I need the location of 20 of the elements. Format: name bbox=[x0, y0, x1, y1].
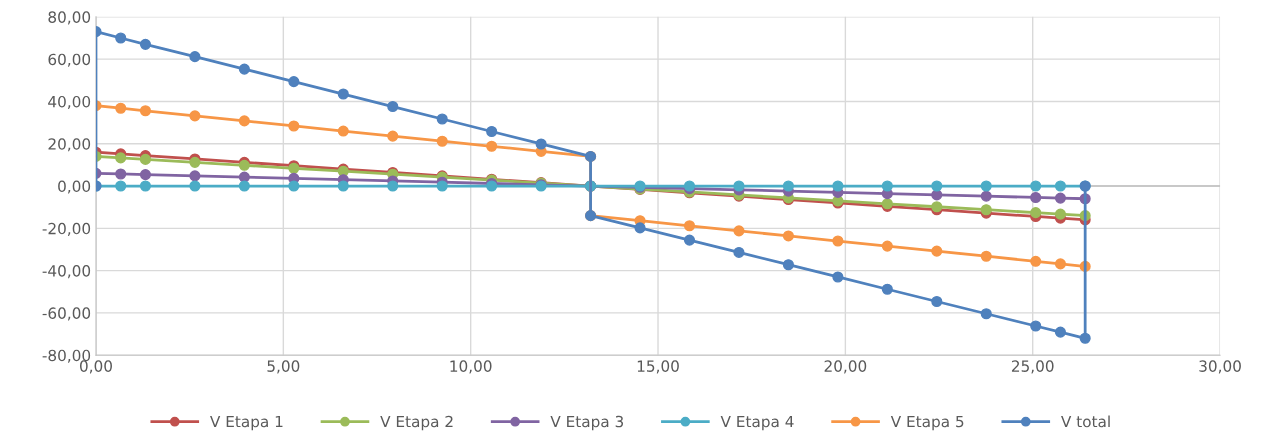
x-tick-label: 25,00 bbox=[1011, 360, 1054, 374]
y-tick-label: 20,00 bbox=[48, 138, 91, 152]
legend-label: V Etapa 4 bbox=[720, 415, 794, 431]
x-tick-label: 5,00 bbox=[267, 360, 300, 374]
legend-label: V Etapa 2 bbox=[380, 415, 453, 431]
y-tick-label: 40,00 bbox=[48, 95, 91, 110]
legend-label: V total bbox=[1061, 415, 1110, 428]
x-tick-label: 20,00 bbox=[824, 360, 867, 374]
y-tick-label: 0,00 bbox=[58, 180, 91, 194]
y-tick-label: 60,00 bbox=[48, 53, 91, 67]
x-tick-label: 10,00 bbox=[450, 360, 492, 374]
y-tick-label: -60,00 bbox=[42, 307, 91, 321]
legend-label: V Etapa 1 bbox=[210, 415, 283, 431]
legend-label: V Etapa 3 bbox=[550, 415, 624, 431]
y-tick-label: -20,00 bbox=[42, 222, 91, 236]
y-tick-label: -40,00 bbox=[42, 265, 91, 279]
legend-label: V Etapa 5 bbox=[890, 415, 964, 431]
x-tick-label: 30,00 bbox=[1199, 360, 1241, 374]
x-tick-label: 15,00 bbox=[637, 360, 679, 374]
y-tick-label: 80,00 bbox=[48, 11, 91, 25]
